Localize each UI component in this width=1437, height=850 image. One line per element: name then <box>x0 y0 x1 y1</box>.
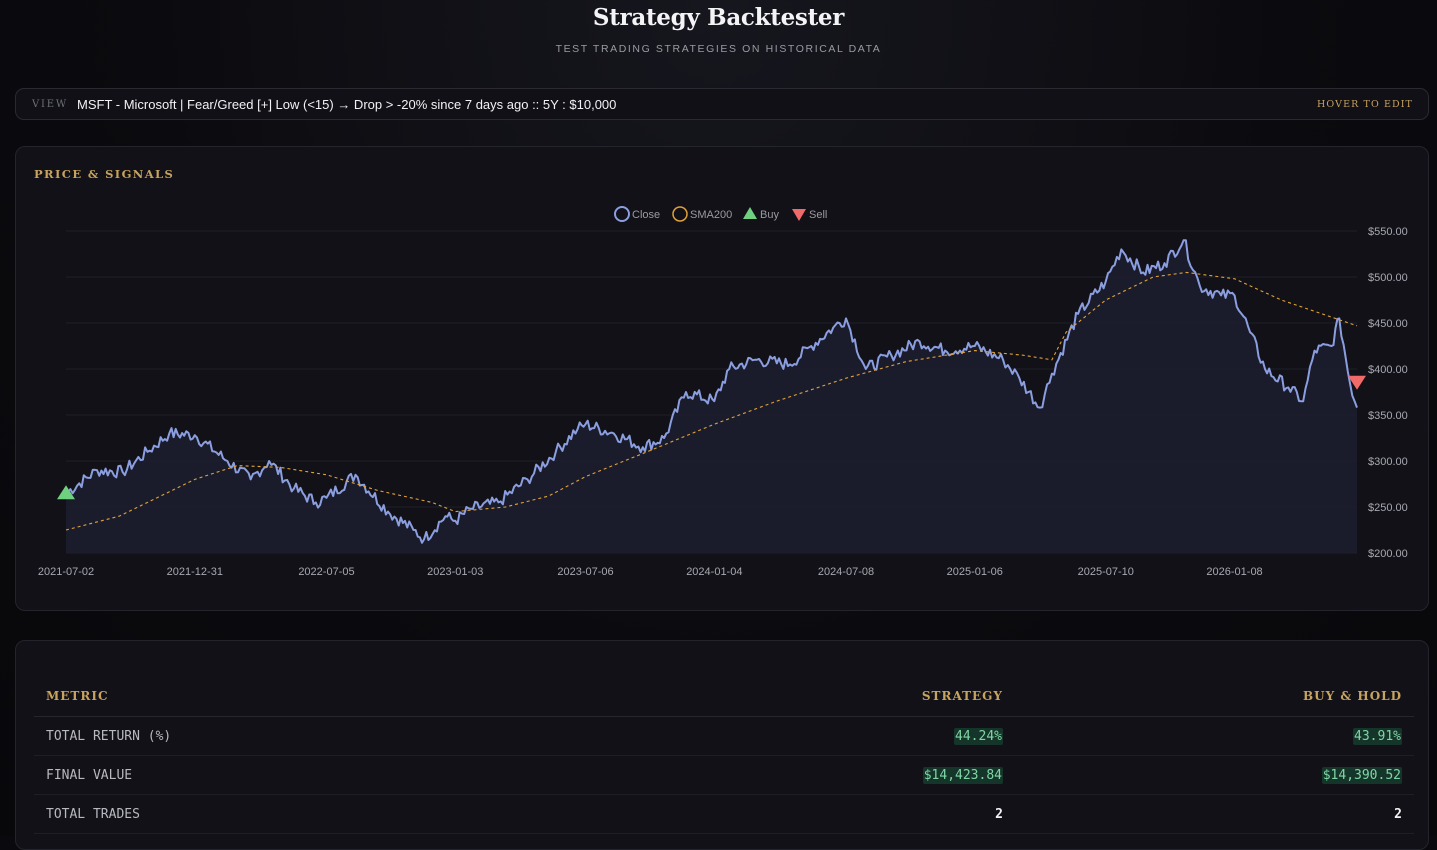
y-tick-label: $500.00 <box>1368 272 1408 284</box>
metric-label: TOTAL RETURN (%) <box>34 716 651 756</box>
legend-sma-swatch <box>672 206 688 222</box>
x-tick-label: 2023-01-03 <box>427 566 483 578</box>
hold-value: 2 <box>1394 806 1402 822</box>
x-tick-label: 2021-07-02 <box>38 566 94 578</box>
header-strategy: STRATEGY <box>651 676 1015 717</box>
y-tick-label: $450.00 <box>1368 318 1408 330</box>
y-tick-label: $550.00 <box>1368 226 1408 238</box>
buy-signal-marker[interactable] <box>57 485 75 500</box>
page-subtitle: TEST TRADING STRATEGIES ON HISTORICAL DA… <box>555 43 882 55</box>
header-metric: METRIC <box>34 676 651 717</box>
table-row: FINAL VALUE $14,423.84 $14,390.52 <box>34 755 1414 795</box>
view-query-text[interactable]: MSFT - Microsoft | Fear/Greed [+] Low (<… <box>77 96 617 112</box>
header: Strategy Backtester TEST TRADING STRATEG… <box>0 4 1437 55</box>
strategy-value: $14,423.84 <box>922 766 1003 784</box>
price-chart[interactable]: $200.00 $250.00 $300.00 $350.00 $400.00 $450.… <box>16 147 1428 610</box>
legend-sell-swatch <box>792 209 806 221</box>
legend-label[interactable]: Buy <box>760 209 779 221</box>
x-tick-label: 2022-07-05 <box>298 566 354 578</box>
x-tick-label: 2024-01-04 <box>686 566 742 578</box>
legend-label[interactable]: Sell <box>809 209 827 221</box>
x-tick-label: 2021-12-31 <box>167 566 223 578</box>
sma200-line <box>65 271 1358 531</box>
table-row: TOTAL RETURN (%) 44.24% 43.91% <box>34 716 1414 756</box>
y-tick-label: $300.00 <box>1368 456 1408 468</box>
table-row: TOTAL TRADES 2 2 <box>34 794 1414 834</box>
close-line <box>65 239 1358 544</box>
view-label: VIEW <box>32 98 68 110</box>
metric-label: TOTAL TRADES <box>34 794 651 834</box>
hover-to-edit-hint: HOVER TO EDIT <box>1317 98 1413 110</box>
legend-close-swatch <box>614 206 630 222</box>
x-tick-label: 2026-01-08 <box>1206 566 1262 578</box>
y-tick-label: $400.00 <box>1368 364 1408 376</box>
x-tick-label: 2023-07-06 <box>557 566 613 578</box>
view-bar[interactable]: VIEW MSFT - Microsoft | Fear/Greed [+] L… <box>15 88 1429 120</box>
metrics-table: METRIC STRATEGY BUY & HOLD TOTAL RETURN … <box>34 676 1414 834</box>
x-tick-label: 2024-07-08 <box>818 566 874 578</box>
hold-value: 43.91% <box>1353 727 1402 745</box>
x-tick-label: 2025-01-06 <box>947 566 1003 578</box>
y-tick-label: $350.00 <box>1368 410 1408 422</box>
close-area <box>66 240 1357 553</box>
panel-title: PRICE & SIGNALS <box>34 167 175 181</box>
page-title: Strategy Backtester <box>592 4 845 31</box>
legend-label[interactable]: Close <box>632 209 660 221</box>
hold-value: $14,390.52 <box>1321 766 1402 784</box>
price-signals-panel: PRICE & SIGNALS $200.00 $250.00 $300.00 $35… <box>15 146 1429 611</box>
y-tick-label: $250.00 <box>1368 502 1408 514</box>
metrics-header-row: METRIC STRATEGY BUY & HOLD <box>34 676 1414 717</box>
strategy-value: 44.24% <box>954 727 1003 745</box>
y-tick-label: $200.00 <box>1368 548 1408 560</box>
x-tick-label: 2025-07-10 <box>1078 566 1134 578</box>
metrics-panel: METRIC STRATEGY BUY & HOLD TOTAL RETURN … <box>15 640 1429 850</box>
header-buy-hold: BUY & HOLD <box>1015 676 1414 717</box>
sell-signal-marker[interactable] <box>1348 375 1366 390</box>
legend-label[interactable]: SMA200 <box>690 209 732 221</box>
strategy-value: 2 <box>995 806 1003 822</box>
metric-label: FINAL VALUE <box>34 755 651 795</box>
legend-buy-swatch <box>743 207 757 219</box>
